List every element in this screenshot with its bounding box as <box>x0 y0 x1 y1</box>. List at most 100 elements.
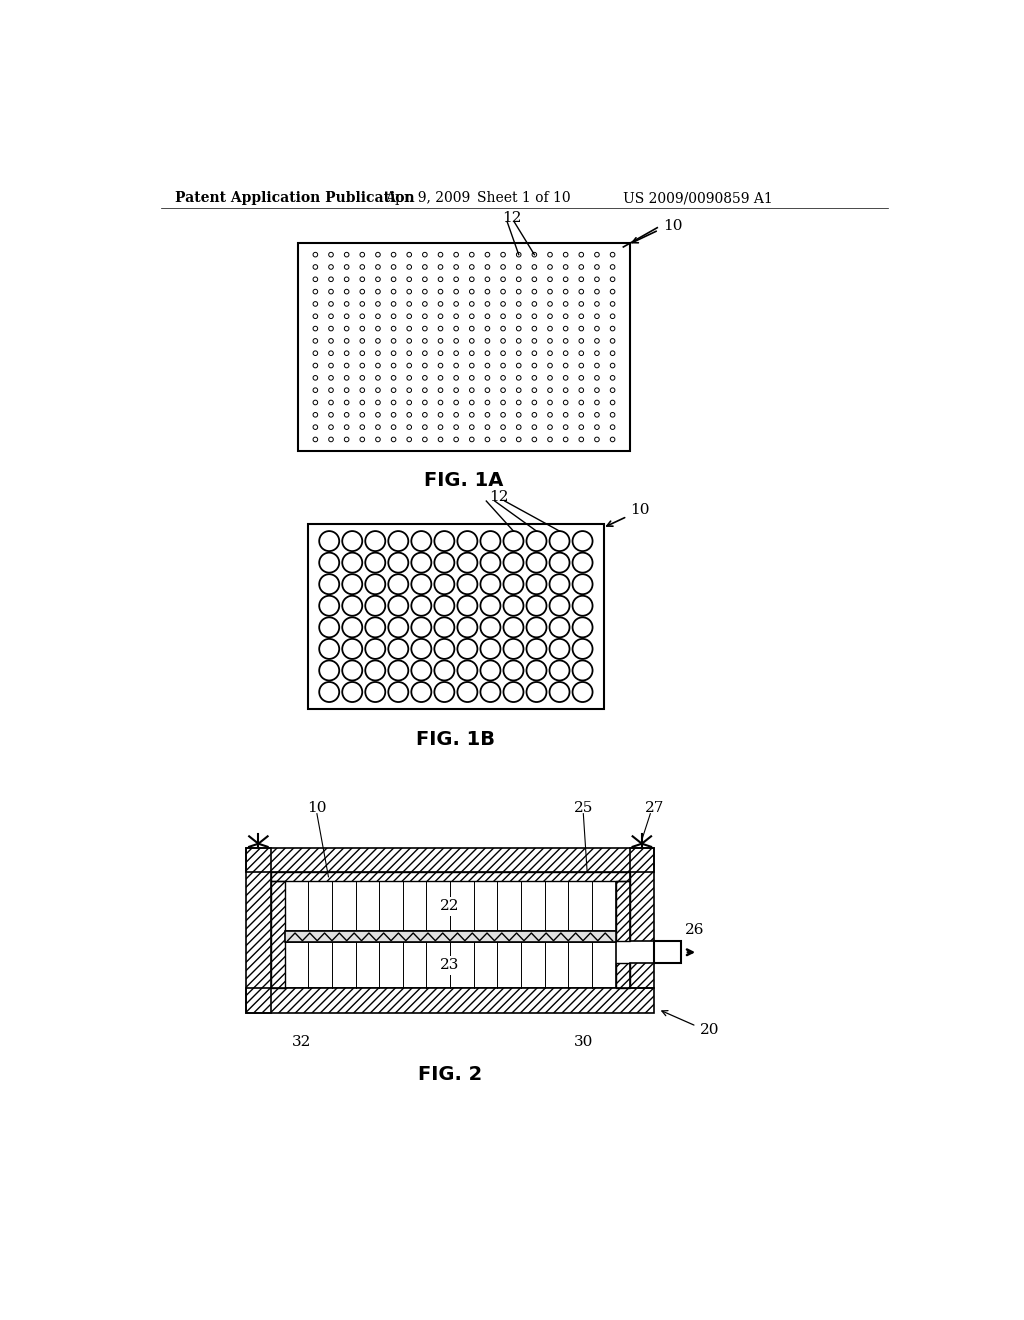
Circle shape <box>595 339 599 343</box>
Circle shape <box>391 437 396 442</box>
Circle shape <box>458 660 477 681</box>
Circle shape <box>501 339 506 343</box>
Circle shape <box>501 437 506 442</box>
Circle shape <box>485 376 489 380</box>
Circle shape <box>407 437 412 442</box>
Circle shape <box>407 376 412 380</box>
Circle shape <box>376 388 380 392</box>
Circle shape <box>329 363 334 368</box>
Circle shape <box>344 351 349 355</box>
Circle shape <box>501 400 506 405</box>
Circle shape <box>391 413 396 417</box>
Circle shape <box>579 339 584 343</box>
Circle shape <box>563 437 568 442</box>
Circle shape <box>563 339 568 343</box>
Circle shape <box>434 660 455 681</box>
Circle shape <box>516 289 521 294</box>
Circle shape <box>344 277 349 281</box>
Circle shape <box>610 326 614 331</box>
Circle shape <box>595 277 599 281</box>
Circle shape <box>504 682 523 702</box>
Circle shape <box>532 289 537 294</box>
Circle shape <box>329 339 334 343</box>
Circle shape <box>360 400 365 405</box>
Circle shape <box>454 252 459 257</box>
Circle shape <box>595 425 599 429</box>
Circle shape <box>516 264 521 269</box>
Circle shape <box>391 314 396 318</box>
Circle shape <box>454 413 459 417</box>
Circle shape <box>579 437 584 442</box>
Circle shape <box>344 400 349 405</box>
Circle shape <box>610 314 614 318</box>
Circle shape <box>329 376 334 380</box>
Circle shape <box>501 388 506 392</box>
Circle shape <box>376 277 380 281</box>
Circle shape <box>407 413 412 417</box>
Circle shape <box>548 351 552 355</box>
Circle shape <box>360 437 365 442</box>
Circle shape <box>610 437 614 442</box>
Circle shape <box>532 314 537 318</box>
Circle shape <box>526 660 547 681</box>
Bar <box>307 524 604 709</box>
Circle shape <box>438 363 442 368</box>
Circle shape <box>319 531 339 552</box>
Circle shape <box>313 351 317 355</box>
Circle shape <box>438 388 442 392</box>
Circle shape <box>344 363 349 368</box>
Circle shape <box>366 574 385 594</box>
Circle shape <box>548 363 552 368</box>
Circle shape <box>329 264 334 269</box>
Circle shape <box>412 574 431 594</box>
Circle shape <box>532 264 537 269</box>
Circle shape <box>610 302 614 306</box>
Circle shape <box>532 425 537 429</box>
Circle shape <box>563 314 568 318</box>
Bar <box>615 964 630 989</box>
Circle shape <box>360 363 365 368</box>
Text: US 2009/0090859 A1: US 2009/0090859 A1 <box>624 191 773 206</box>
Circle shape <box>501 252 506 257</box>
Circle shape <box>313 264 317 269</box>
Circle shape <box>360 413 365 417</box>
Circle shape <box>595 302 599 306</box>
Circle shape <box>516 388 521 392</box>
Circle shape <box>454 351 459 355</box>
Circle shape <box>360 388 365 392</box>
Circle shape <box>342 553 362 573</box>
Circle shape <box>376 425 380 429</box>
Circle shape <box>412 531 431 552</box>
Circle shape <box>469 363 474 368</box>
Circle shape <box>563 264 568 269</box>
Circle shape <box>480 682 501 702</box>
Circle shape <box>469 289 474 294</box>
Circle shape <box>595 363 599 368</box>
Bar <box>615 882 630 941</box>
Circle shape <box>485 363 489 368</box>
Circle shape <box>388 531 409 552</box>
Circle shape <box>329 326 334 331</box>
Circle shape <box>532 277 537 281</box>
Circle shape <box>501 363 506 368</box>
Circle shape <box>376 400 380 405</box>
Circle shape <box>319 660 339 681</box>
Circle shape <box>434 618 455 638</box>
Circle shape <box>458 595 477 615</box>
Circle shape <box>438 400 442 405</box>
Circle shape <box>438 302 442 306</box>
Circle shape <box>610 376 614 380</box>
Circle shape <box>480 574 501 594</box>
Circle shape <box>610 400 614 405</box>
Circle shape <box>412 639 431 659</box>
Circle shape <box>438 376 442 380</box>
Circle shape <box>407 289 412 294</box>
Circle shape <box>438 252 442 257</box>
Circle shape <box>438 277 442 281</box>
Circle shape <box>423 388 427 392</box>
Circle shape <box>485 351 489 355</box>
Circle shape <box>579 252 584 257</box>
Text: 12: 12 <box>502 211 521 224</box>
Circle shape <box>391 363 396 368</box>
Circle shape <box>407 277 412 281</box>
